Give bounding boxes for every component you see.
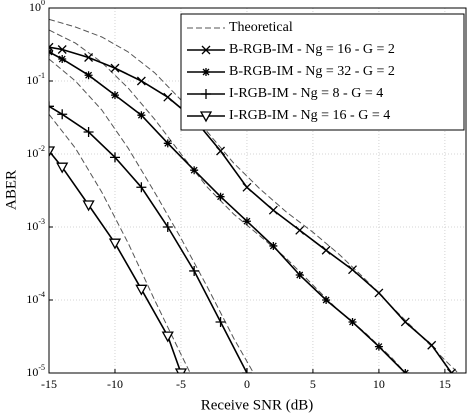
marker [242, 217, 251, 226]
marker [56, 162, 69, 174]
x-tick-label: 0 [244, 377, 250, 391]
marker [295, 225, 305, 235]
marker [295, 271, 304, 280]
marker [163, 139, 172, 148]
marker [84, 53, 94, 62]
marker [348, 265, 357, 275]
marker [162, 222, 173, 232]
marker [241, 368, 252, 373]
plot-frame [48, 7, 467, 374]
legend-box [180, 13, 465, 131]
marker [108, 238, 122, 250]
marker [84, 71, 93, 80]
legend-label: B-RGB-IM - Ng = 32 - G = 2 [229, 64, 395, 79]
marker [49, 101, 54, 112]
marker [136, 182, 147, 193]
y-tick-label: 10-2 [26, 144, 45, 160]
marker [135, 284, 148, 296]
marker [57, 109, 68, 120]
marker [136, 76, 146, 86]
marker [189, 265, 200, 276]
marker [83, 127, 94, 138]
marker [110, 91, 119, 100]
marker [163, 92, 173, 102]
theoretical-line [49, 18, 459, 373]
marker [321, 245, 331, 255]
marker [109, 152, 120, 163]
x-tick-label: -10 [107, 377, 123, 391]
marker [268, 205, 278, 215]
marker [216, 146, 226, 156]
x-tick-label: 15 [439, 377, 451, 391]
x-tick-label: 10 [373, 377, 385, 391]
theoretical-line [49, 58, 254, 373]
marker [242, 182, 252, 192]
marker [374, 342, 383, 351]
x-axis-label: Receive SNR (dB) [201, 397, 313, 413]
y-tick-label: 10-1 [26, 71, 45, 87]
marker [57, 45, 67, 54]
series-line [49, 150, 182, 373]
x-tick-label: -5 [176, 377, 186, 391]
legend-label: B-RGB-IM - Ng = 16 - G = 2 [229, 42, 395, 57]
marker [161, 331, 174, 343]
theoretical-line [49, 113, 191, 373]
marker [216, 192, 225, 201]
marker [190, 166, 199, 175]
marker [269, 241, 278, 250]
marker [400, 317, 410, 327]
marker [322, 296, 331, 304]
marker [215, 316, 226, 327]
legend-label: Theoretical [229, 20, 293, 35]
theoretical-line [49, 29, 406, 373]
y-tick-label: 10-4 [26, 290, 45, 306]
marker [58, 55, 67, 64]
marker [348, 317, 357, 326]
marker [110, 63, 120, 73]
y-tick-label: 10-5 [26, 363, 45, 379]
marker [137, 111, 146, 120]
marker [447, 368, 456, 373]
marker [427, 340, 437, 350]
y-tick-label: 100 [29, 0, 45, 14]
marker [174, 368, 188, 373]
legend-label: I-RGB-IM - Ng = 8 - G = 4 [229, 86, 383, 101]
marker [374, 288, 384, 298]
legend-marker [201, 45, 211, 55]
legend-marker [199, 111, 213, 123]
x-tick-label: 5 [310, 377, 316, 391]
y-tick-label: 10-3 [26, 217, 45, 233]
legend-marker [201, 89, 211, 99]
marker [82, 200, 95, 212]
y-axis-label: ABER [3, 170, 19, 210]
marker [49, 146, 56, 158]
legend-marker [202, 68, 210, 76]
legend-label: I-RGB-IM - Ng = 16 - G = 4 [229, 108, 390, 123]
x-tick-label: -15 [41, 377, 57, 391]
